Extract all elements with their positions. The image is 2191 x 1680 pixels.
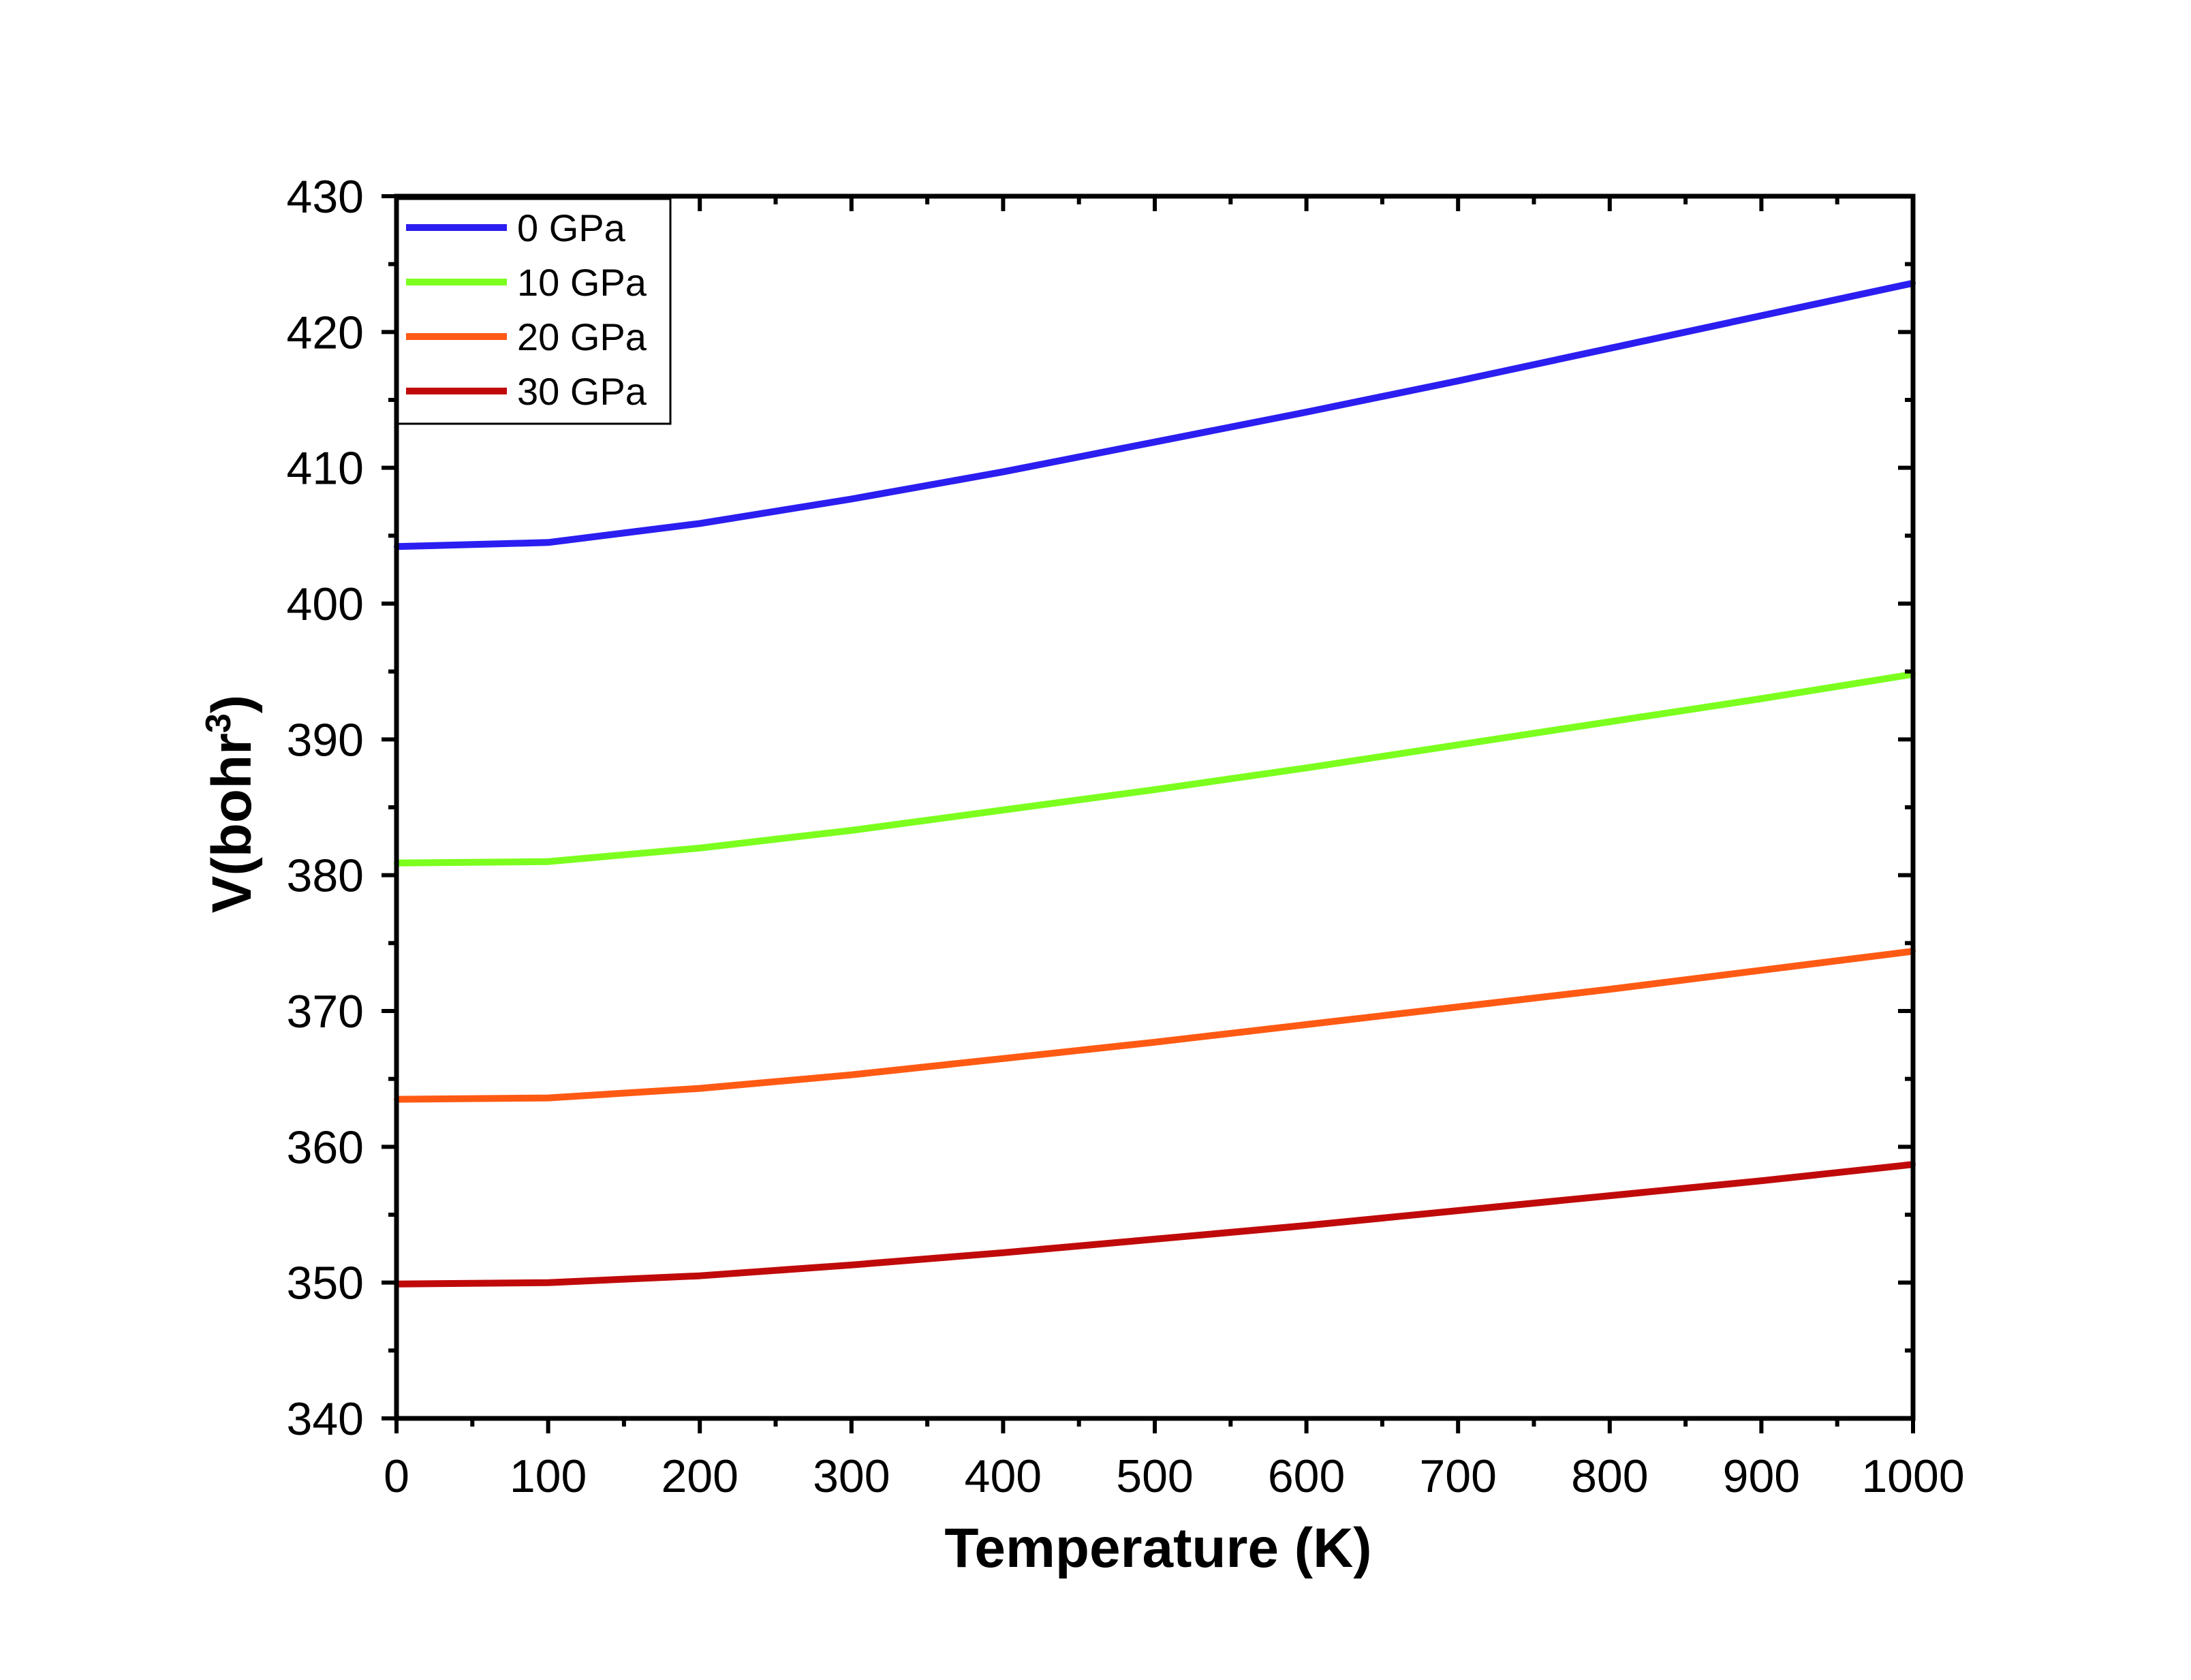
y-tick-label: 390 xyxy=(287,714,364,766)
data-point-1-6 xyxy=(1303,765,1309,771)
y-tick-label: 430 xyxy=(287,171,364,223)
series-layer xyxy=(394,279,1916,1288)
data-point-1-8 xyxy=(1606,719,1613,725)
x-tick-label: 900 xyxy=(1723,1450,1800,1502)
legend-box xyxy=(397,198,672,425)
data-point-2-2 xyxy=(697,1085,703,1091)
x-tick-label: 100 xyxy=(510,1450,587,1502)
data-point-3-1 xyxy=(545,1279,551,1286)
x-tick-label: 0 xyxy=(384,1450,409,1502)
data-point-2-9 xyxy=(1758,967,1765,974)
legend-label-2: 20 GPa xyxy=(517,315,647,358)
legend-label-1: 10 GPa xyxy=(517,261,647,304)
data-point-3-8 xyxy=(1606,1193,1613,1199)
y-tick-label: 340 xyxy=(287,1393,364,1445)
y-tick-label: 380 xyxy=(287,850,364,902)
x-tick-label: 300 xyxy=(813,1450,890,1502)
x-axis-title: Temperature (K) xyxy=(944,1517,1371,1579)
data-point-1-1 xyxy=(545,858,551,865)
data-point-0-6 xyxy=(1303,409,1309,415)
data-point-0-1 xyxy=(545,540,551,546)
data-point-3-2 xyxy=(697,1273,703,1279)
data-point-0-8 xyxy=(1606,345,1613,352)
series-line-2 xyxy=(396,948,1914,1103)
legend: 0 GPa 10 GPa 20 GPa 30 GPa xyxy=(397,198,672,425)
data-point-3-5 xyxy=(1152,1236,1157,1242)
y-tick-label: 420 xyxy=(287,307,364,358)
data-point-1-4 xyxy=(1000,807,1006,813)
data-point-3-6 xyxy=(1303,1222,1309,1228)
data-point-3-7 xyxy=(1455,1208,1461,1214)
axes-layer: 0 100 200 300 400 500 600 700 800 900 1000 340 350 36… xyxy=(287,171,1965,1502)
y-tick-label: 400 xyxy=(287,578,364,630)
data-point-2-5 xyxy=(1152,1039,1157,1045)
data-point-1-9 xyxy=(1758,696,1765,702)
x-tick-label: 800 xyxy=(1571,1450,1648,1502)
data-point-2-1 xyxy=(545,1095,551,1101)
series-line-3 xyxy=(396,1161,1914,1288)
x-tick-label: 1000 xyxy=(1861,1450,1964,1502)
data-point-0-9 xyxy=(1758,313,1765,319)
y-tick-label: 410 xyxy=(287,443,364,495)
y-axis-title-suffix: ) xyxy=(201,695,263,713)
data-point-2-8 xyxy=(1606,986,1613,993)
data-point-3-4 xyxy=(1000,1249,1006,1256)
y-tick-label: 350 xyxy=(287,1258,364,1309)
data-point-1-3 xyxy=(848,827,854,833)
x-tick-label: 400 xyxy=(965,1450,1042,1502)
data-point-1-2 xyxy=(697,845,703,851)
x-tick-label: 600 xyxy=(1268,1450,1345,1502)
data-point-3-9 xyxy=(1758,1178,1765,1184)
data-point-0-3 xyxy=(848,496,854,502)
data-point-1-5 xyxy=(1152,787,1157,793)
data-point-2-3 xyxy=(848,1072,854,1078)
data-point-0-7 xyxy=(1455,378,1461,384)
x-tick-label: 200 xyxy=(661,1450,738,1502)
data-point-0-4 xyxy=(1000,469,1006,475)
legend-label-0: 0 GPa xyxy=(517,206,626,249)
data-point-3-3 xyxy=(848,1262,854,1268)
legend-label-3: 30 GPa xyxy=(517,370,647,413)
data-point-2-7 xyxy=(1455,1004,1461,1010)
x-tick-label: 700 xyxy=(1419,1450,1496,1502)
y-axis-title-superscript: 3 xyxy=(199,713,238,733)
data-point-0-2 xyxy=(697,520,703,527)
y-tick-label: 360 xyxy=(287,1121,364,1173)
data-point-2-4 xyxy=(1000,1055,1006,1061)
data-point-0-5 xyxy=(1152,439,1157,445)
y-axis-title-main: V(bohr xyxy=(201,733,263,913)
series-line-1 xyxy=(396,670,1914,867)
x-tick-label: 500 xyxy=(1116,1450,1193,1502)
y-tick-label: 370 xyxy=(287,986,364,1038)
data-point-1-7 xyxy=(1455,742,1461,748)
data-point-2-6 xyxy=(1303,1021,1309,1027)
y-axis-title: V(bohr3) xyxy=(199,695,263,913)
